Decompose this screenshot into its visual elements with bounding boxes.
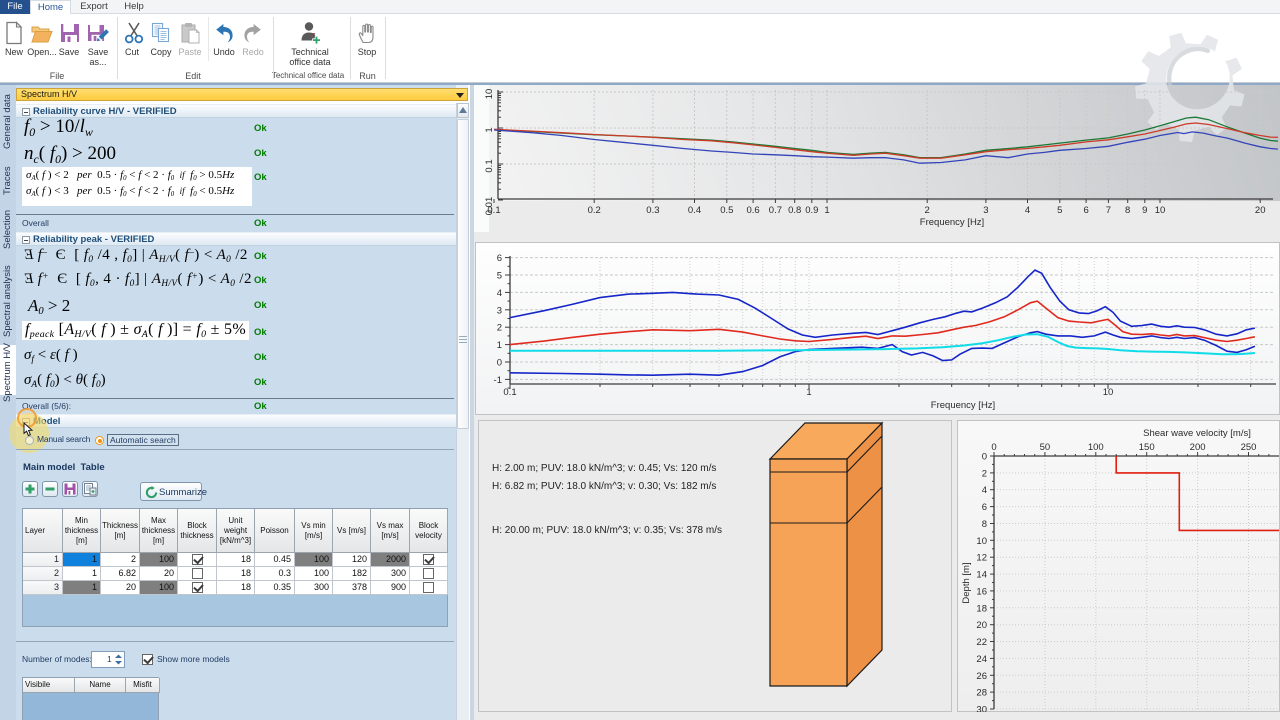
svg-text:0.6: 0.6 [746,205,759,216]
svg-text:2: 2 [925,205,930,216]
svg-text:3: 3 [497,305,502,316]
svg-text:0.1: 0.1 [487,205,500,216]
svg-text:12: 12 [976,553,987,564]
svg-text:30: 30 [976,705,987,713]
svg-text:4: 4 [1025,205,1030,216]
svg-text:10: 10 [976,536,987,547]
svg-text:Shear wave velocity [m/s]: Shear wave velocity [m/s] [1143,428,1251,439]
svg-text:Depth [m]: Depth [m] [961,562,972,603]
svg-text:0.01: 0.01 [484,197,495,216]
svg-text:250: 250 [1241,442,1257,453]
svg-text:7: 7 [1106,205,1111,216]
svg-text:4: 4 [497,288,502,299]
svg-text:0.1: 0.1 [503,387,516,398]
svg-text:50: 50 [1040,442,1051,453]
svg-text:0.4: 0.4 [688,205,701,216]
svg-text:0: 0 [982,452,987,463]
svg-text:100: 100 [1088,442,1104,453]
svg-text:0.8: 0.8 [788,205,801,216]
svg-text:9: 9 [1142,205,1147,216]
svg-text:6: 6 [497,253,502,264]
svg-text:10: 10 [1155,205,1166,216]
svg-text:10: 10 [484,89,495,100]
svg-text:2: 2 [497,323,502,334]
svg-text:-1: -1 [494,375,502,386]
svg-text:3: 3 [983,205,988,216]
svg-text:0: 0 [497,358,502,369]
svg-text:20: 20 [1255,205,1266,216]
svg-text:1: 1 [497,340,502,351]
svg-text:8: 8 [1125,205,1130,216]
svg-text:0.9: 0.9 [805,205,818,216]
svg-text:150: 150 [1139,442,1155,453]
svg-text:20: 20 [976,620,987,631]
svg-text:5: 5 [1057,205,1062,216]
svg-text:Frequency [Hz]: Frequency [Hz] [931,400,995,411]
svg-text:5: 5 [497,271,502,282]
svg-text:1: 1 [806,387,811,398]
svg-text:0.5: 0.5 [720,205,733,216]
svg-text:0.1: 0.1 [484,159,495,172]
svg-text:0: 0 [991,442,996,453]
svg-text:6: 6 [982,502,987,513]
svg-text:Frequency [Hz]: Frequency [Hz] [920,217,984,228]
svg-text:4: 4 [982,485,987,496]
svg-text:16: 16 [976,586,987,597]
svg-text:1: 1 [824,205,829,216]
svg-text:0.7: 0.7 [769,205,782,216]
svg-text:18: 18 [976,603,987,614]
svg-text:10: 10 [1103,387,1114,398]
svg-text:24: 24 [976,654,987,665]
svg-text:26: 26 [976,671,987,682]
svg-text:8: 8 [982,519,987,530]
svg-text:6: 6 [1083,205,1088,216]
svg-text:14: 14 [976,570,987,581]
svg-text:22: 22 [976,637,987,648]
svg-text:28: 28 [976,688,987,699]
svg-text:0.3: 0.3 [646,205,659,216]
svg-text:0.2: 0.2 [588,205,601,216]
svg-text:1: 1 [484,127,495,132]
svg-text:200: 200 [1190,442,1206,453]
svg-text:2: 2 [982,468,987,479]
